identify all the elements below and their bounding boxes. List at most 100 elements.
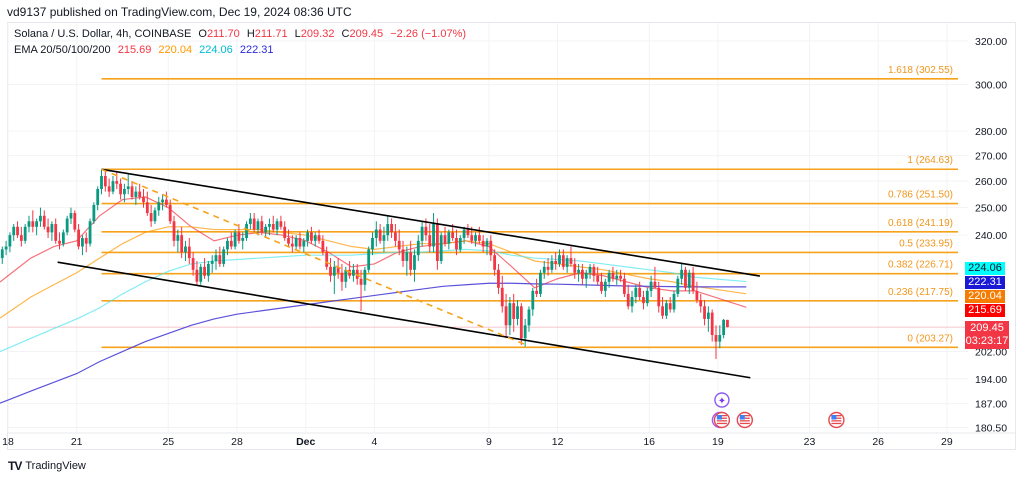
candle-body	[577, 269, 580, 273]
candle-body	[340, 272, 344, 282]
ema100-value: 224.06	[199, 44, 233, 56]
candle	[191, 252, 195, 276]
candle	[180, 226, 184, 259]
channel-lower	[57, 261, 751, 379]
candle	[664, 300, 668, 319]
candle	[500, 275, 504, 313]
candle	[19, 226, 23, 247]
candle-body	[65, 218, 69, 233]
candle-body	[96, 188, 100, 205]
y-tick-label: 194.00	[975, 374, 1007, 386]
fib-level-label: 0.382 (226.71)	[888, 260, 953, 271]
candle-body	[256, 221, 260, 230]
candle-body	[374, 229, 378, 239]
candle	[321, 235, 325, 256]
candle	[210, 255, 214, 273]
candle	[703, 300, 706, 326]
candle	[504, 293, 508, 339]
candle-body	[672, 293, 676, 310]
candle	[290, 235, 294, 253]
candle	[699, 293, 703, 313]
candle-body	[512, 303, 516, 319]
candle	[508, 296, 512, 336]
candle-body	[542, 266, 546, 273]
candle	[65, 215, 69, 236]
candle-body	[462, 229, 466, 239]
candle	[138, 183, 142, 200]
candle-body	[23, 226, 27, 241]
y-tick-label: 270.00	[975, 151, 1007, 163]
candle-body	[73, 213, 77, 230]
candle-body	[58, 240, 61, 244]
sparkle-icon: ✦	[714, 392, 730, 408]
candle-body	[642, 296, 645, 304]
x-tick-label: 16	[643, 436, 655, 448]
candle-body	[287, 238, 290, 244]
candle-body	[424, 226, 428, 236]
candle	[325, 246, 329, 270]
candle	[229, 232, 233, 250]
candle	[264, 224, 268, 239]
candle	[306, 229, 310, 247]
tradingview-logo[interactable]: TV TradingView	[8, 459, 86, 473]
x-tick-label: 23	[804, 436, 816, 448]
candle-body	[523, 325, 527, 339]
candle	[390, 218, 393, 239]
candle	[245, 221, 248, 241]
open-label: O	[198, 28, 207, 40]
candle-body	[164, 199, 168, 205]
candle	[592, 263, 596, 282]
candle	[241, 232, 245, 250]
fib-trend	[101, 168, 526, 346]
logo-text: TradingView	[25, 460, 86, 472]
candle-body	[393, 232, 397, 241]
candle-body	[592, 266, 596, 276]
candle-body	[107, 186, 111, 192]
candle-body	[184, 246, 187, 253]
candle	[275, 218, 279, 236]
candle	[493, 249, 497, 276]
candle	[0, 246, 4, 264]
symbol-legend[interactable]: Solana / U.S. Dollar, 4h, COINBASE O211.…	[14, 28, 470, 40]
candle-body	[329, 266, 332, 276]
candle-body	[54, 224, 58, 241]
candle-body	[344, 269, 348, 282]
candle-body	[535, 290, 539, 294]
candle-body	[397, 240, 401, 250]
x-tick-label: 29	[941, 436, 953, 448]
candle-body	[336, 266, 340, 273]
candle-body	[46, 226, 50, 233]
candle	[619, 269, 622, 282]
candle-body	[550, 260, 554, 270]
candle-body	[313, 235, 317, 241]
candle	[153, 207, 157, 225]
candle	[722, 318, 726, 339]
candle	[378, 224, 382, 244]
candle	[332, 260, 336, 294]
flag-stripe	[739, 420, 750, 422]
candle	[420, 221, 424, 247]
candle	[630, 290, 634, 313]
ema-legend[interactable]: EMA 20/50/100/200 215.69 220.04 224.06 2…	[14, 44, 278, 56]
candle-body	[363, 269, 367, 285]
sparkle-icon-ring	[714, 392, 730, 408]
candle	[638, 281, 642, 301]
last-price: 209.45	[970, 322, 1004, 334]
y-tick-label: 187.00	[975, 399, 1007, 411]
candle	[96, 186, 100, 211]
candle-body	[508, 303, 512, 326]
candle-body	[210, 260, 214, 264]
candle-body	[157, 202, 161, 211]
candle-body	[0, 249, 4, 259]
candle-body	[573, 263, 577, 273]
fib-level-label: 0.5 (233.95)	[899, 238, 953, 249]
candle	[294, 235, 298, 250]
candle-body	[451, 232, 455, 239]
candle	[516, 300, 519, 326]
candle	[237, 224, 241, 244]
candle	[481, 235, 485, 253]
candle	[329, 258, 332, 282]
candle	[645, 287, 649, 307]
candle-body	[634, 287, 638, 297]
